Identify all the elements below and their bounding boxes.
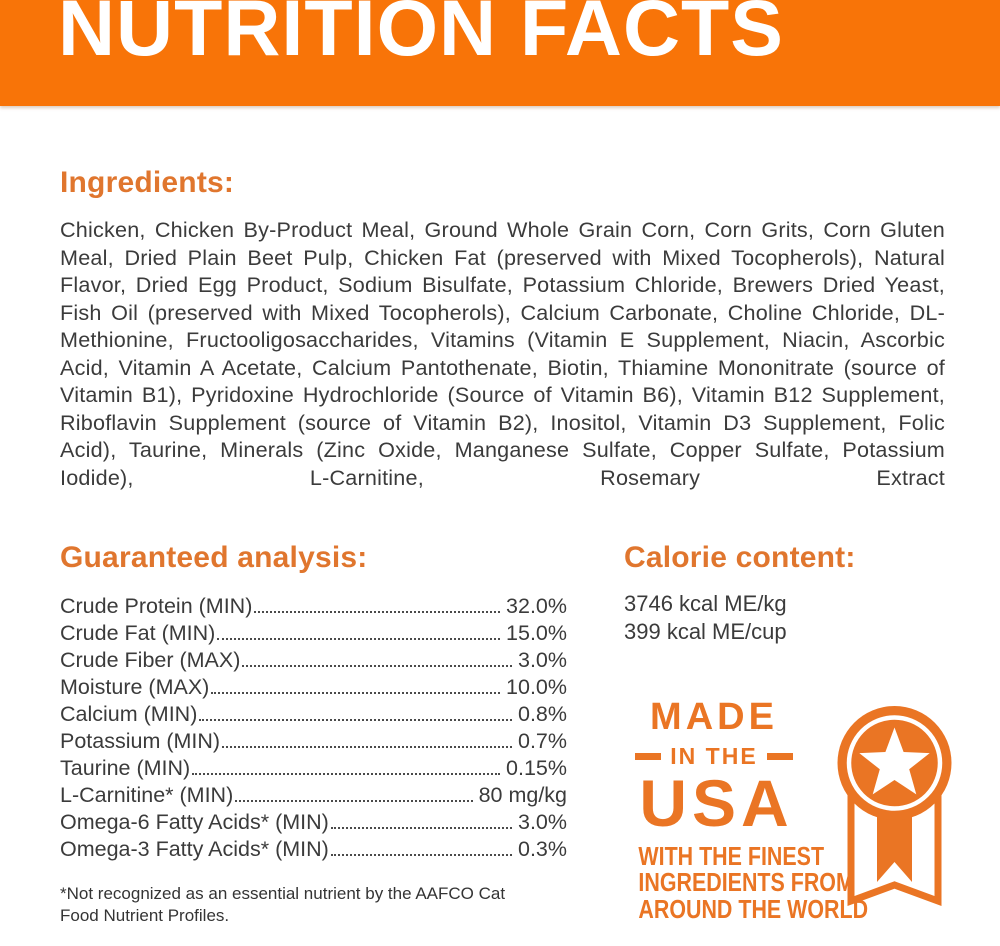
label-body: Ingredients: Chicken, Chicken By-Product… xyxy=(0,166,1000,929)
dot-leader xyxy=(199,719,512,721)
header-band: NUTRITION FACTS xyxy=(0,0,1000,106)
calorie-content-section: Calorie content: 3746 kcal ME/kg 399 kca… xyxy=(624,541,960,929)
medal-ribbon-icon xyxy=(837,706,952,907)
badge-tagline-line: WITH THE FINEST xyxy=(638,842,825,871)
analysis-row: Omega-3 Fatty Acids* (MIN) 0.3% xyxy=(60,836,567,863)
badge-tagline-line: INGREDIENTS FROM xyxy=(638,869,854,898)
analysis-row: Omega-6 Fatty Acids* (MIN) 3.0% xyxy=(60,809,567,836)
ingredients-heading: Ingredients: xyxy=(60,166,235,199)
analysis-row-label: Crude Fat (MIN) xyxy=(60,621,216,645)
dot-leader xyxy=(192,773,501,775)
dot-leader xyxy=(254,611,501,613)
aafco-footnote: *Not recognized as an essential nutrient… xyxy=(60,884,506,926)
analysis-row-value: 15.0% xyxy=(506,621,567,645)
page-title: NUTRITION FACTS xyxy=(58,0,784,72)
dot-leader xyxy=(217,638,501,640)
dot-leader xyxy=(235,800,473,802)
analysis-row-label: L-Carnitine* (MIN) xyxy=(60,783,234,807)
analysis-row-value: 32.0% xyxy=(506,594,567,618)
made-in-usa-badge: MADE IN THE USA WITH THE FINEST INGREDIE… xyxy=(624,698,960,929)
analysis-row-label: Omega-3 Fatty Acids* (MIN) xyxy=(60,837,329,861)
analysis-row: L-Carnitine* (MIN) 80 mg/kg xyxy=(60,782,567,809)
analysis-row-value: 80 mg/kg xyxy=(478,783,567,807)
analysis-row-value: 0.3% xyxy=(517,837,567,861)
star-icon xyxy=(859,727,930,795)
analysis-row-label: Potassium (MIN) xyxy=(60,729,221,753)
analysis-row: Moisture (MAX) 10.0% xyxy=(60,674,567,701)
badge-in-the-label: IN THE xyxy=(670,743,758,769)
guaranteed-analysis-section: Guaranteed analysis: Crude Protein (MIN)… xyxy=(60,541,567,929)
analysis-row-value: 10.0% xyxy=(506,675,567,699)
calorie-content-heading: Calorie content: xyxy=(624,541,856,574)
analysis-row-label: Crude Protein (MIN) xyxy=(60,594,253,618)
dash-icon xyxy=(766,753,793,760)
analysis-row: Crude Fat (MIN) 15.0% xyxy=(60,620,567,647)
dash-icon xyxy=(635,753,662,760)
analysis-row: Taurine (MIN) 0.15% xyxy=(60,755,567,782)
guaranteed-analysis-table: Crude Protein (MIN) 32.0% Crude Fat (MIN… xyxy=(60,593,567,863)
analysis-row: Crude Fiber (MAX) 3.0% xyxy=(60,647,567,674)
dot-leader xyxy=(211,692,501,694)
made-in-usa-text: MADE IN THE USA WITH THE FINEST INGREDIE… xyxy=(624,696,869,924)
ingredients-section: Ingredients: Chicken, Chicken By-Product… xyxy=(60,166,945,491)
badge-tagline: WITH THE FINEST INGREDIENTS FROM AROUND … xyxy=(638,842,869,924)
analysis-row-label: Omega-6 Fatty Acids* (MIN) xyxy=(60,810,329,834)
dot-leader xyxy=(242,665,512,667)
dot-leader xyxy=(222,746,512,748)
analysis-row-label: Crude Fiber (MAX) xyxy=(60,648,241,672)
analysis-row-label: Taurine (MIN) xyxy=(60,756,191,780)
analysis-row-value: 3.0% xyxy=(517,648,567,672)
analysis-row-value: 3.0% xyxy=(517,810,567,834)
analysis-row-value: 0.15% xyxy=(506,756,567,780)
analysis-row: Potassium (MIN) 0.7% xyxy=(60,728,567,755)
analysis-row: Crude Protein (MIN) 32.0% xyxy=(60,593,567,620)
medal-ring xyxy=(846,715,943,811)
analysis-row-label: Moisture (MAX) xyxy=(60,675,210,699)
badge-tagline-line: AROUND THE WORLD xyxy=(638,895,869,924)
analysis-row-value: 0.7% xyxy=(517,729,567,753)
analysis-row-label: Calcium (MIN) xyxy=(60,702,198,726)
dot-leader xyxy=(330,827,512,829)
ingredients-text: Chicken, Chicken By-Product Meal, Ground… xyxy=(60,217,945,490)
badge-made: MADE xyxy=(650,696,778,738)
dot-leader xyxy=(330,854,512,856)
analysis-row: Calcium (MIN) 0.8% xyxy=(60,701,567,728)
badge-usa: USA xyxy=(639,766,794,840)
calorie-per-cup: 399 kcal ME/cup xyxy=(624,619,787,644)
badge-in-the: IN THE xyxy=(624,745,804,768)
calorie-per-kg: 3746 kcal ME/kg xyxy=(624,591,787,616)
analysis-row-value: 0.8% xyxy=(517,702,567,726)
guaranteed-analysis-heading: Guaranteed analysis: xyxy=(60,541,368,574)
two-column-area: Guaranteed analysis: Crude Protein (MIN)… xyxy=(60,541,952,929)
